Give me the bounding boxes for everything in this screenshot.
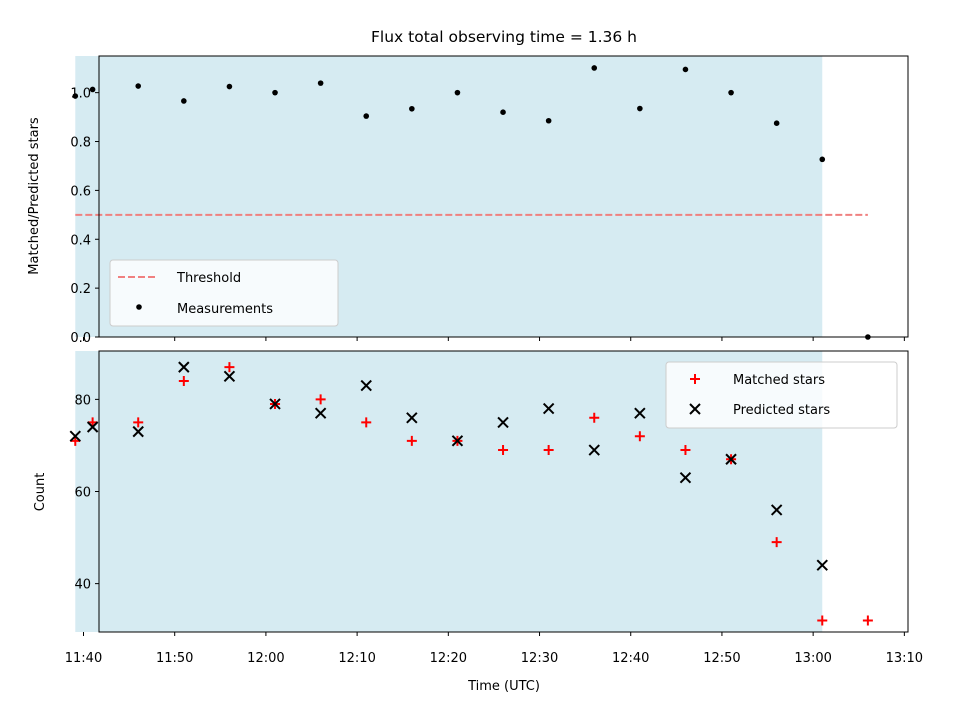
legend-measurements-label: Measurements <box>177 302 273 317</box>
matched-star-marker <box>771 537 782 548</box>
measurement-point <box>89 86 96 93</box>
measurement-point <box>226 83 233 90</box>
predicted-star-marker <box>497 416 509 429</box>
y-tick-label: 80 <box>74 393 91 408</box>
measurement-point <box>135 83 142 89</box>
x-tick-label: 12:00 <box>247 651 284 666</box>
y-tick-label: 40 <box>74 578 91 593</box>
measurement-point <box>682 66 689 73</box>
x-axis-label: Time (UTC) <box>467 679 540 694</box>
measurement-point <box>181 98 187 104</box>
x-tick-label: 13:00 <box>794 651 831 666</box>
x-tick-label: 12:40 <box>612 651 649 666</box>
matched-star-marker <box>133 417 144 428</box>
predicted-star-marker <box>69 430 81 442</box>
measurement-point <box>545 117 552 124</box>
x-tick-label: 12:30 <box>521 651 558 666</box>
chart-title: Flux total observing time = 1.36 h <box>371 28 637 46</box>
matched-star-marker <box>315 394 326 405</box>
measurement-point <box>819 156 826 163</box>
measurement-point <box>728 89 734 96</box>
legend-matched-label: Matched stars <box>733 373 825 388</box>
y-tick-label: 0.2 <box>70 282 91 297</box>
predicted-star-marker <box>634 407 646 419</box>
y-tick-label: 0.0 <box>70 331 91 346</box>
legend-matched-swatch <box>690 374 700 384</box>
predicted-star-marker <box>588 444 600 456</box>
measurement-point <box>773 120 780 126</box>
matched-star-marker <box>634 431 645 442</box>
matched-star-marker <box>589 412 600 423</box>
predicted-star-marker <box>269 398 281 410</box>
predicted-star-marker <box>816 559 828 571</box>
y-tick-label: 1.0 <box>70 87 91 102</box>
x-tick-label: 12:10 <box>338 651 375 666</box>
ratio-y-axis-label: Matched/Predicted stars <box>27 117 42 275</box>
predicted-star-marker <box>770 504 783 516</box>
predicted-star-marker <box>223 370 236 383</box>
matched-star-marker <box>406 435 417 446</box>
predicted-star-marker <box>178 361 190 373</box>
measurement-point <box>637 105 643 112</box>
matched-star-marker <box>361 417 372 428</box>
predicted-star-marker <box>406 412 418 424</box>
predicted-star-marker <box>314 407 327 419</box>
matched-star-marker <box>178 375 189 386</box>
legend-frame <box>665 361 898 429</box>
legend-measurements-swatch <box>136 304 142 310</box>
y-tick-label: 0.4 <box>70 233 91 248</box>
predicted-star-marker <box>679 471 692 484</box>
measurement-point <box>591 65 598 71</box>
predicted-star-marker <box>542 402 555 415</box>
measurement-point <box>317 80 324 86</box>
matched-star-marker <box>498 445 509 456</box>
matched-star-marker <box>543 445 554 456</box>
y-tick-label: 0.6 <box>70 184 91 199</box>
matched-star-marker <box>817 615 828 626</box>
legend-predicted-label: Predicted stars <box>733 403 830 418</box>
matched-star-marker <box>862 615 873 626</box>
count-y-axis-label: Count <box>33 473 48 512</box>
legend-threshold-label: Threshold <box>176 271 241 286</box>
x-tick-label: 12:20 <box>430 651 467 666</box>
y-tick-label: 60 <box>74 486 91 501</box>
x-tick-label: 11:40 <box>65 651 102 666</box>
measurement-point <box>363 113 370 119</box>
measurement-point <box>454 89 461 96</box>
predicted-star-marker <box>132 425 144 438</box>
x-tick-label: 11:50 <box>156 651 193 666</box>
count-legend: Matched stars Predicted stars <box>665 361 898 429</box>
measurement-point <box>72 93 79 99</box>
measurement-point <box>272 89 278 96</box>
ratio-legend: Threshold Measurements <box>109 259 339 327</box>
x-tick-label: 12:50 <box>703 651 740 666</box>
x-tick-label: 13:10 <box>886 651 923 666</box>
matched-star-marker <box>680 445 691 456</box>
predicted-star-marker <box>451 435 464 447</box>
measurement-point <box>409 105 415 112</box>
predicted-star-marker <box>86 421 99 433</box>
matched-star-marker <box>224 362 235 373</box>
y-tick-label: 0.8 <box>70 136 91 151</box>
measurement-point <box>500 109 506 115</box>
predicted-star-marker <box>725 453 737 465</box>
legend-predicted-swatch <box>689 403 701 415</box>
predicted-star-marker <box>360 379 372 392</box>
legend-frame <box>109 259 339 327</box>
axes-frame <box>98 55 909 338</box>
